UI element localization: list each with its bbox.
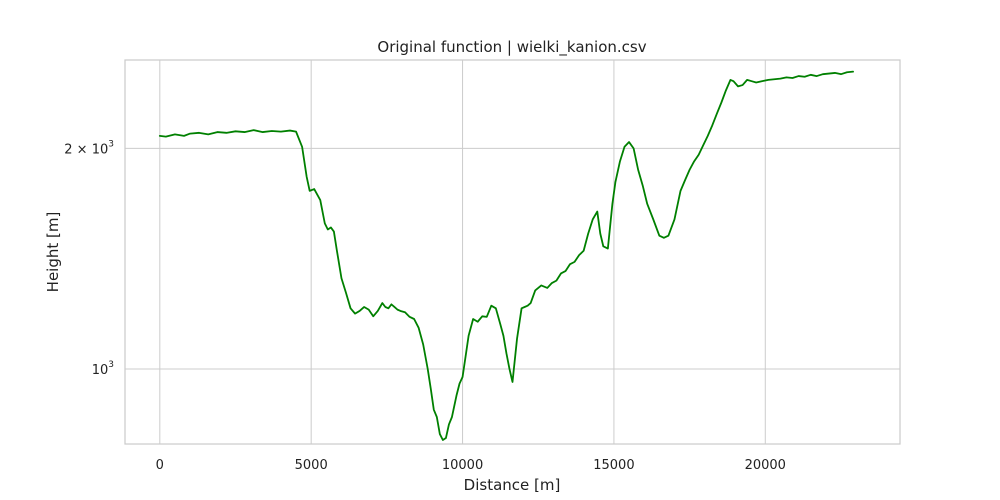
x-tick-label: 15000 bbox=[593, 458, 634, 473]
x-tick-label: 20000 bbox=[745, 458, 786, 473]
chart-title: Original function | wielki_kanion.csv bbox=[377, 38, 646, 57]
x-tick-label: 0 bbox=[156, 458, 164, 473]
x-tick-label: 5000 bbox=[295, 458, 328, 473]
y-axis-label: Height [m] bbox=[44, 212, 62, 293]
y-tick-exponent: 3 bbox=[108, 139, 114, 149]
y-tick-base: 2 × 10 bbox=[64, 142, 108, 157]
x-axis-label: Distance [m] bbox=[464, 476, 561, 494]
y-tick-base: 10 bbox=[92, 363, 109, 378]
y-tick-exponent: 3 bbox=[108, 360, 114, 370]
y-tick-label: 2 × 103 bbox=[64, 139, 114, 157]
x-tick-label: 10000 bbox=[442, 458, 483, 473]
